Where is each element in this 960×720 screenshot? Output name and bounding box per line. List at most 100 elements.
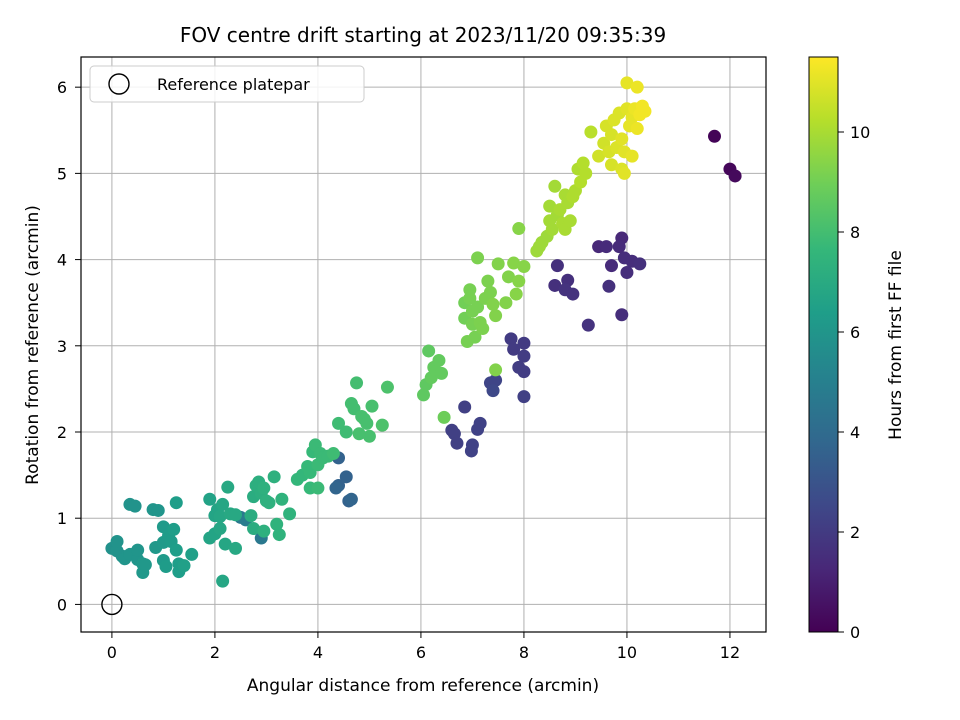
x-tick-label: 10 bbox=[617, 643, 637, 662]
data-point bbox=[435, 366, 449, 380]
data-point bbox=[257, 524, 271, 538]
data-point bbox=[550, 259, 564, 273]
data-point bbox=[604, 128, 618, 142]
data-point bbox=[491, 257, 505, 271]
data-point bbox=[169, 496, 183, 510]
data-point bbox=[517, 349, 531, 363]
data-point bbox=[584, 125, 598, 139]
data-point bbox=[360, 416, 374, 430]
x-tick-label: 8 bbox=[519, 643, 529, 662]
data-point bbox=[339, 425, 353, 439]
data-point bbox=[329, 481, 343, 495]
data-point bbox=[599, 240, 613, 254]
data-point bbox=[350, 376, 364, 390]
data-point bbox=[344, 492, 358, 506]
data-point bbox=[563, 214, 577, 228]
data-point bbox=[458, 400, 472, 414]
data-points bbox=[101, 76, 742, 616]
colorbar-label: Hours from first FF file bbox=[886, 250, 906, 440]
data-point bbox=[545, 222, 559, 236]
y-tick-label: 1 bbox=[57, 509, 67, 528]
data-point bbox=[630, 122, 644, 136]
data-point bbox=[566, 287, 580, 301]
colorbar-ticks: 0 2 4 6 8 10 bbox=[838, 123, 870, 642]
colorbar-tick-label: 6 bbox=[850, 323, 860, 342]
x-tick-label: 2 bbox=[210, 643, 220, 662]
data-point bbox=[229, 508, 243, 522]
reference-point bbox=[101, 593, 123, 616]
data-point bbox=[501, 270, 515, 284]
data-point bbox=[326, 447, 340, 461]
y-tick-label: 6 bbox=[57, 78, 67, 97]
data-point bbox=[464, 444, 478, 458]
data-point bbox=[362, 429, 376, 443]
legend-box bbox=[89, 65, 365, 103]
colorbar: 0 2 4 6 8 10 Hours from first FF file bbox=[808, 56, 906, 642]
data-point bbox=[283, 507, 297, 521]
x-axis-ticks: 0 2 4 6 8 10 12 bbox=[107, 632, 740, 662]
legend-entry: Reference platepar bbox=[157, 75, 310, 94]
colorbar-tick-label: 10 bbox=[850, 123, 870, 142]
grid-lines bbox=[81, 57, 766, 632]
data-point bbox=[275, 492, 289, 506]
chart-title: FOV centre drift starting at 2023/11/20 … bbox=[180, 23, 666, 47]
data-point bbox=[592, 149, 606, 163]
data-point bbox=[576, 156, 590, 170]
data-point bbox=[422, 344, 436, 358]
data-point bbox=[615, 132, 629, 146]
x-tick-label: 12 bbox=[720, 643, 740, 662]
data-point bbox=[489, 373, 503, 387]
data-point bbox=[468, 330, 482, 344]
data-point bbox=[707, 129, 721, 143]
data-point bbox=[352, 427, 366, 441]
data-point bbox=[517, 365, 531, 379]
y-axis-label: Rotation from reference (arcmin) bbox=[23, 205, 43, 485]
data-point bbox=[169, 543, 183, 557]
data-point bbox=[218, 537, 232, 551]
data-point bbox=[221, 480, 235, 494]
data-point bbox=[504, 332, 518, 346]
data-point bbox=[463, 283, 477, 297]
data-point bbox=[509, 287, 523, 301]
data-point bbox=[257, 481, 271, 495]
data-point bbox=[620, 76, 634, 90]
colorbar-tick-label: 0 bbox=[850, 623, 860, 642]
data-point bbox=[499, 296, 513, 310]
data-point bbox=[177, 559, 191, 573]
x-axis-label: Angular distance from reference (arcmin) bbox=[247, 676, 599, 696]
data-point bbox=[517, 259, 531, 273]
data-point bbox=[517, 336, 531, 350]
data-point bbox=[617, 166, 631, 180]
data-point bbox=[267, 470, 281, 484]
y-tick-label: 2 bbox=[57, 423, 67, 442]
data-point bbox=[581, 318, 595, 332]
y-tick-label: 3 bbox=[57, 337, 67, 356]
y-tick-label: 5 bbox=[57, 164, 67, 183]
data-point bbox=[270, 517, 284, 531]
legend: Reference platepar bbox=[89, 65, 365, 103]
data-point bbox=[604, 158, 618, 172]
x-tick-label: 4 bbox=[313, 643, 323, 662]
data-point bbox=[339, 470, 353, 484]
data-point bbox=[203, 492, 217, 506]
data-point bbox=[365, 399, 379, 413]
data-point bbox=[507, 342, 521, 356]
data-point bbox=[615, 308, 629, 322]
data-point bbox=[131, 543, 145, 557]
data-point bbox=[512, 274, 526, 288]
data-point bbox=[332, 416, 346, 430]
data-point bbox=[579, 166, 593, 180]
plot-frame bbox=[80, 56, 767, 633]
data-point bbox=[244, 509, 258, 523]
data-point bbox=[620, 266, 634, 280]
data-point bbox=[512, 222, 526, 236]
data-point bbox=[548, 179, 562, 193]
data-point bbox=[185, 547, 199, 561]
data-point bbox=[229, 541, 243, 555]
data-point bbox=[417, 388, 430, 402]
data-point bbox=[486, 384, 500, 398]
data-point bbox=[489, 363, 503, 377]
legend-marker bbox=[108, 73, 130, 95]
data-point bbox=[548, 278, 562, 292]
